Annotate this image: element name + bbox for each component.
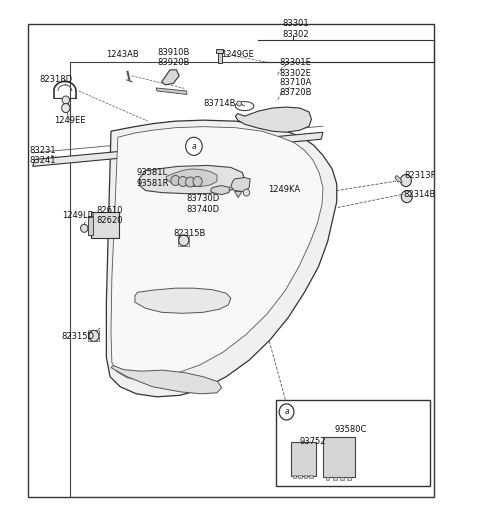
Text: 93752: 93752 bbox=[300, 437, 326, 446]
Polygon shape bbox=[140, 166, 245, 193]
Text: 83231
83241: 83231 83241 bbox=[29, 146, 56, 165]
Polygon shape bbox=[211, 185, 230, 194]
Text: a: a bbox=[284, 407, 289, 417]
Bar bbox=[326, 477, 329, 480]
Text: 82313F: 82313F bbox=[404, 171, 435, 180]
Polygon shape bbox=[33, 132, 323, 167]
Text: 82315B: 82315B bbox=[173, 230, 205, 238]
Bar bbox=[178, 235, 189, 246]
Bar bbox=[276, 400, 430, 486]
Text: a: a bbox=[192, 142, 196, 151]
Text: 1249KA: 1249KA bbox=[268, 184, 300, 193]
Bar bbox=[88, 331, 99, 342]
Text: 1249GE: 1249GE bbox=[222, 50, 254, 59]
Text: 83910B
83920B: 83910B 83920B bbox=[157, 48, 190, 68]
Polygon shape bbox=[231, 178, 250, 192]
Polygon shape bbox=[156, 88, 187, 94]
Text: 83714B: 83714B bbox=[203, 99, 235, 108]
Bar bbox=[292, 475, 296, 478]
Text: 1249LD: 1249LD bbox=[62, 211, 94, 220]
Polygon shape bbox=[107, 120, 337, 397]
Bar bbox=[303, 475, 307, 478]
Polygon shape bbox=[111, 366, 222, 394]
Bar bbox=[298, 475, 302, 478]
Bar bbox=[340, 477, 344, 480]
Text: 1243AB: 1243AB bbox=[106, 50, 139, 59]
Polygon shape bbox=[235, 107, 312, 132]
Polygon shape bbox=[395, 176, 402, 182]
Text: 83301
83302: 83301 83302 bbox=[282, 19, 309, 39]
Polygon shape bbox=[166, 169, 217, 187]
Circle shape bbox=[171, 176, 180, 185]
Text: 83301E
83302E: 83301E 83302E bbox=[279, 58, 311, 78]
Bar bbox=[347, 477, 350, 480]
Bar bbox=[309, 475, 313, 478]
Circle shape bbox=[279, 404, 294, 420]
Polygon shape bbox=[111, 127, 323, 381]
Text: 93580C: 93580C bbox=[335, 424, 367, 433]
Bar bbox=[70, 62, 433, 497]
Text: 82318D: 82318D bbox=[39, 75, 72, 84]
Text: 82315D: 82315D bbox=[61, 332, 94, 341]
Circle shape bbox=[400, 174, 411, 187]
Text: 83710A
83720B: 83710A 83720B bbox=[279, 78, 312, 97]
Bar bbox=[323, 437, 355, 477]
Circle shape bbox=[61, 104, 70, 113]
Bar bbox=[291, 442, 316, 476]
Circle shape bbox=[178, 177, 188, 187]
Bar bbox=[218, 53, 222, 63]
Circle shape bbox=[186, 177, 195, 187]
Polygon shape bbox=[135, 288, 231, 313]
Bar bbox=[28, 24, 433, 497]
Text: 82610
82620: 82610 82620 bbox=[97, 206, 123, 225]
Circle shape bbox=[89, 331, 99, 342]
Circle shape bbox=[62, 96, 70, 104]
Text: 82314B: 82314B bbox=[404, 190, 436, 199]
Bar bbox=[216, 49, 223, 53]
Polygon shape bbox=[162, 70, 179, 85]
Text: 83730D
83740D: 83730D 83740D bbox=[187, 194, 220, 214]
Bar bbox=[333, 477, 337, 480]
Circle shape bbox=[186, 137, 202, 155]
Circle shape bbox=[401, 191, 412, 203]
Text: 1249EE: 1249EE bbox=[54, 116, 85, 125]
Circle shape bbox=[243, 189, 250, 196]
Bar bbox=[91, 212, 119, 238]
Text: 93581L
93581R: 93581L 93581R bbox=[136, 168, 168, 188]
Bar bbox=[88, 216, 93, 235]
Circle shape bbox=[193, 177, 202, 187]
Circle shape bbox=[81, 224, 88, 232]
Circle shape bbox=[237, 101, 241, 106]
Circle shape bbox=[179, 235, 189, 246]
Polygon shape bbox=[234, 192, 242, 198]
